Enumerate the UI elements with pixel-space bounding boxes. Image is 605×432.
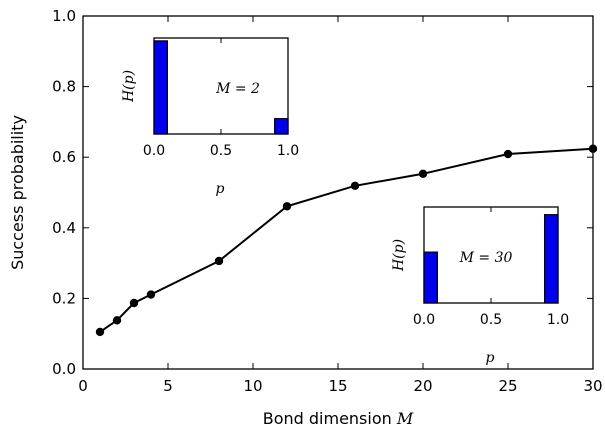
data-point [350, 181, 360, 190]
inset-annotation: M = 2 [215, 81, 260, 97]
inset-histogram-m30: 0.0 0.5 1.0 p H(p) M = 30 [391, 206, 569, 366]
x-tick-label: 20 [413, 377, 432, 395]
inset-x-axis-label: p [216, 181, 225, 197]
data-point [112, 316, 122, 325]
inset-x-tick-label: 0.5 [210, 143, 232, 159]
inset-frame [153, 37, 289, 135]
x-tick-label: 5 [163, 377, 173, 395]
x-tick-label: 30 [583, 377, 602, 395]
y-tick-label: 0.6 [52, 148, 76, 166]
x-axis-label-text: Bond dimension [263, 409, 397, 428]
y-tick-label: 0.0 [52, 360, 76, 378]
inset-x-tick-label: 1.0 [547, 312, 569, 328]
inset-x-tick-label: 1.0 [277, 143, 299, 159]
y-tick-label: 1.0 [52, 7, 76, 25]
inset-x-tick-label: 0.0 [143, 143, 165, 159]
inset-histogram-m2: 0.0 0.5 1.0 p H(p) M = 2 [121, 37, 299, 197]
inset-x-tick-label: 0.0 [413, 312, 435, 328]
histogram-bar [153, 40, 168, 135]
y-tick-label: 0.8 [52, 78, 76, 96]
series-line [99, 147, 594, 333]
x-tick-label: 25 [498, 377, 517, 395]
x-tick-label: 0 [78, 377, 88, 395]
inset-y-axis-label: H(p) [121, 70, 137, 103]
data-point [588, 144, 598, 153]
inset-x-tick-label: 0.5 [480, 312, 502, 328]
y-axis-label: Success probability [8, 115, 27, 270]
x-tick-label: 15 [328, 377, 347, 395]
inset-annotation: M = 30 [459, 250, 513, 266]
histogram-bar [423, 251, 438, 304]
y-tick-label: 0.4 [52, 219, 76, 237]
x-tick-label: 10 [243, 377, 262, 395]
data-point [503, 149, 513, 159]
y-tick-label: 0.2 [52, 289, 76, 307]
data-point [129, 298, 139, 308]
histogram-bar [274, 118, 289, 135]
inset-x-axis-label: p [486, 350, 495, 366]
data-point [282, 202, 292, 211]
histogram-bar [543, 214, 559, 304]
x-axis-label: Bond dimension M [263, 409, 414, 428]
data-point [95, 327, 105, 337]
data-point [146, 290, 156, 299]
main-chart: 0 5 10 15 20 25 30 0.0 0.2 0.4 0.6 0.8 1.0 Bond dimen… [8, 7, 603, 428]
inset-y-axis-label: H(p) [391, 239, 407, 272]
data-point [214, 256, 224, 266]
x-axis-label-math: M [396, 409, 414, 428]
data-point [418, 169, 428, 178]
